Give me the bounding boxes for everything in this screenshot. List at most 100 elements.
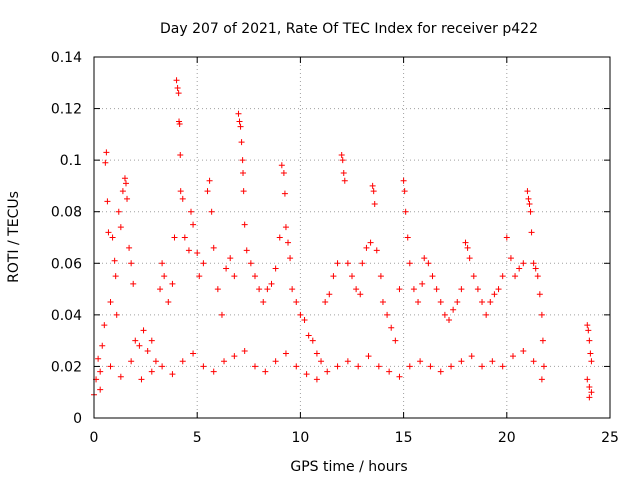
data-point (152, 358, 159, 365)
data-point (375, 363, 382, 370)
axis-ticks (93, 56, 611, 419)
data-point (243, 247, 250, 254)
data-point (507, 255, 514, 262)
data-point (282, 350, 289, 357)
data-point (115, 208, 122, 215)
data-point (210, 244, 217, 251)
data-point (128, 260, 135, 267)
data-point (188, 208, 195, 215)
data-point (344, 260, 351, 267)
data-point (210, 368, 217, 375)
data-point (349, 273, 355, 280)
data-point (396, 286, 403, 293)
x-tick-label: 15 (395, 430, 413, 446)
data-point (264, 286, 271, 293)
data-point (241, 347, 248, 354)
data-point (437, 368, 444, 375)
data-point (384, 311, 391, 318)
data-point (483, 311, 490, 318)
data-point (433, 286, 440, 293)
data-point (281, 190, 288, 197)
data-point (530, 358, 537, 365)
data-point (176, 121, 183, 128)
data-point (179, 195, 186, 202)
x-tick-label: 20 (498, 430, 516, 446)
data-point (237, 123, 244, 130)
data-point (103, 149, 110, 156)
data-point (377, 273, 384, 280)
data-point (194, 249, 201, 256)
x-tick-label: 25 (601, 430, 619, 446)
data-point (401, 188, 408, 195)
data-point (400, 177, 407, 184)
data-point (491, 291, 498, 298)
data-point (117, 373, 124, 380)
y-tick-label: 0.12 (51, 102, 82, 118)
data-point (276, 234, 283, 241)
data-point (458, 358, 465, 365)
data-point (363, 244, 370, 251)
data-point (165, 298, 172, 305)
data-point (415, 298, 422, 305)
data-point (344, 358, 351, 365)
data-point (196, 273, 203, 280)
data-point (282, 224, 289, 231)
chart-title: Day 207 of 2021, Rate Of TEC Index for r… (160, 21, 538, 37)
data-point (240, 170, 247, 177)
data-point (251, 363, 258, 370)
data-point (588, 358, 595, 365)
data-point (301, 317, 308, 324)
data-point (102, 159, 109, 166)
data-point (539, 337, 546, 344)
data-point (470, 273, 477, 280)
data-point (532, 265, 539, 272)
data-point (446, 317, 453, 324)
data-point (371, 200, 378, 207)
data-point (526, 200, 533, 207)
data-point (101, 322, 108, 329)
data-point (105, 229, 112, 236)
data-point (181, 234, 188, 241)
data-point (122, 180, 129, 187)
data-point (464, 244, 471, 251)
data-point (588, 389, 595, 396)
data-point (450, 306, 457, 313)
data-point (144, 347, 151, 354)
data-point (369, 182, 376, 189)
data-point (425, 260, 432, 267)
data-point (524, 188, 531, 195)
data-point (313, 350, 320, 357)
data-point (111, 257, 118, 264)
data-point (97, 368, 104, 375)
data-point (454, 298, 461, 305)
data-point (136, 342, 143, 349)
data-point (128, 358, 135, 365)
data-point (247, 260, 254, 267)
data-point (530, 260, 537, 267)
data-point (365, 353, 372, 360)
data-point (293, 363, 300, 370)
data-point (330, 273, 337, 280)
data-point (99, 342, 106, 349)
data-point (421, 255, 428, 262)
data-point (159, 363, 166, 370)
data-point (262, 368, 269, 375)
data-point (357, 291, 364, 298)
data-point (107, 363, 114, 370)
data-point (289, 286, 296, 293)
data-point (536, 291, 543, 298)
data-point (427, 363, 434, 370)
data-point (231, 273, 238, 280)
data-point (256, 286, 263, 293)
data-point (117, 224, 124, 231)
data-point (190, 221, 197, 228)
data-point (585, 327, 592, 334)
data-point (334, 363, 341, 370)
data-point (179, 358, 186, 365)
data-point (528, 229, 535, 236)
grid-lines (94, 57, 610, 418)
data-point (587, 350, 594, 357)
data-point (322, 298, 329, 305)
data-point (419, 280, 426, 287)
